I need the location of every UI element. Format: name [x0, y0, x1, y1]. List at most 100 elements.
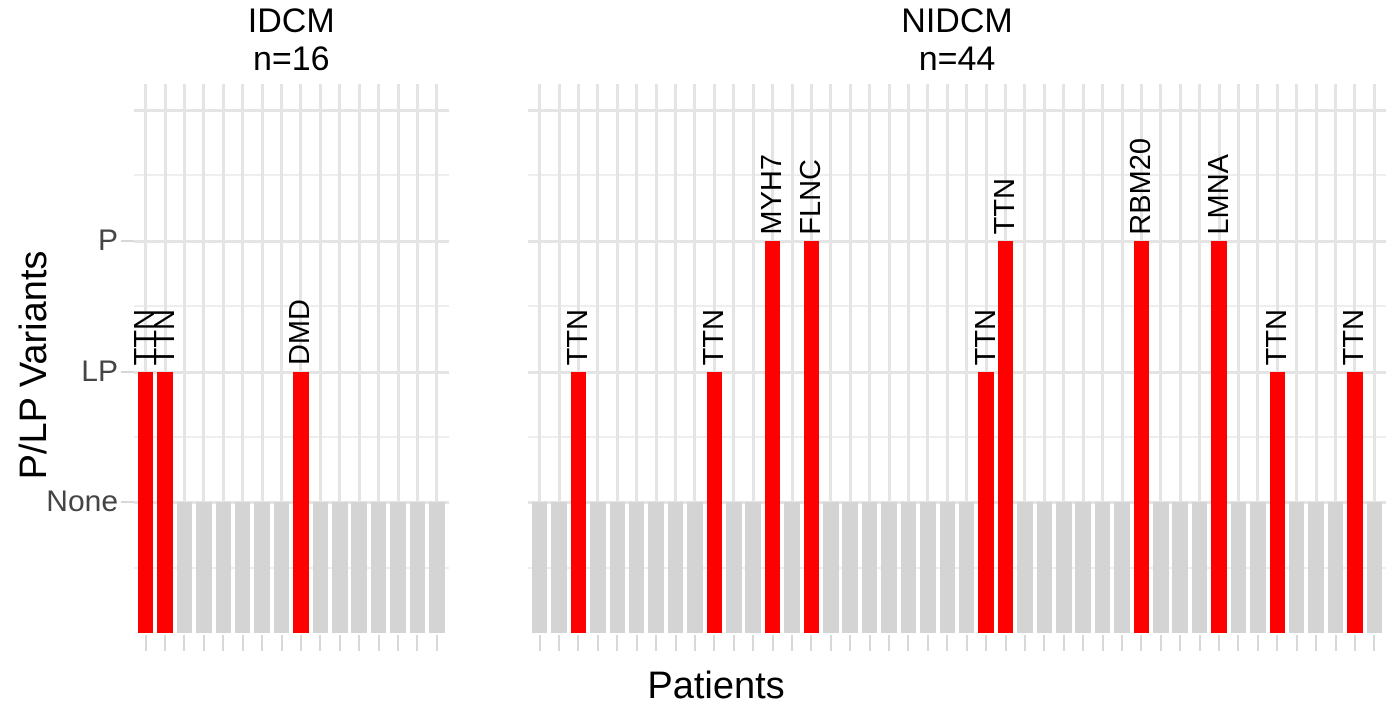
- bar-patient-variant: [1269, 371, 1286, 633]
- gridline-vertical: [906, 84, 910, 633]
- gridline-vertical: [615, 84, 619, 633]
- bar-patient-variant: [803, 240, 820, 633]
- bar-patient-variant: [978, 371, 994, 633]
- facet-title-nidcm: NIDCM n=44: [901, 2, 1012, 78]
- panel-nidcm: [528, 84, 1386, 633]
- bar-patient-none: [687, 502, 703, 633]
- bar-patient-none: [390, 502, 406, 633]
- gridline-vertical: [557, 84, 561, 633]
- bar-patient-none: [784, 502, 800, 633]
- bar-patient-variant: [157, 371, 173, 633]
- gridline-vertical: [732, 84, 736, 633]
- x-tick: [416, 635, 419, 651]
- y-tick: [121, 501, 134, 504]
- bar-patient-variant: [570, 371, 587, 633]
- gridline-minor: [134, 305, 449, 308]
- x-tick: [1082, 635, 1085, 651]
- bar-patient-none: [312, 502, 329, 633]
- gridline-vertical: [868, 84, 872, 633]
- gridline-vertical: [538, 84, 542, 633]
- gridline-major: [134, 370, 449, 374]
- x-tick: [1159, 635, 1162, 651]
- bar-patient-none: [273, 502, 290, 633]
- bar-patient-none: [1094, 502, 1111, 633]
- gridline-vertical: [1256, 84, 1260, 633]
- bar-patient-none: [1230, 502, 1247, 633]
- x-tick: [732, 635, 735, 651]
- bar-patient-variant: [1211, 240, 1227, 633]
- bar-patient-variant: [706, 371, 723, 633]
- bar-patient-variant: [137, 371, 154, 633]
- gridline-major: [134, 239, 449, 243]
- x-tick: [655, 635, 658, 651]
- gridline-vertical: [280, 84, 284, 633]
- gridline-major: [134, 501, 449, 505]
- gridline-vertical: [1353, 84, 1357, 633]
- x-tick: [985, 635, 988, 651]
- bar-patient-none: [531, 502, 548, 633]
- x-tick: [1353, 635, 1356, 651]
- bar-patient-none: [1172, 502, 1188, 633]
- bar-patient-none: [958, 502, 975, 633]
- x-tick: [1315, 635, 1318, 651]
- x-tick: [596, 635, 599, 651]
- gridline-vertical: [1334, 84, 1338, 633]
- x-tick: [868, 635, 871, 651]
- x-tick: [1062, 635, 1065, 651]
- x-tick: [1101, 635, 1104, 651]
- gene-label: RBM20: [1124, 138, 1157, 235]
- x-tick: [829, 635, 832, 651]
- gridline-vertical: [182, 84, 186, 633]
- gridline-vertical: [377, 84, 381, 633]
- bar-patient-none: [1366, 502, 1383, 633]
- gene-label: TTN: [969, 309, 1002, 366]
- x-axis-title: Patients: [647, 665, 785, 707]
- x-tick: [674, 635, 677, 651]
- x-tick: [907, 635, 910, 651]
- bar-patient-none: [628, 502, 645, 633]
- gridline-vertical: [576, 84, 580, 633]
- x-tick: [299, 635, 302, 651]
- gridline-vertical: [299, 84, 303, 633]
- bar-patient-none: [861, 502, 878, 633]
- gene-label: MYH7: [756, 154, 789, 235]
- x-tick: [693, 635, 696, 651]
- facet-subtitle-text: n=44: [918, 40, 996, 78]
- x-tick: [1256, 635, 1259, 651]
- bar-patient-none: [351, 502, 367, 633]
- x-tick: [280, 635, 283, 651]
- x-tick: [810, 635, 813, 651]
- gene-label: LMNA: [1202, 154, 1235, 235]
- x-tick: [791, 635, 793, 651]
- bar-patient-none: [1114, 502, 1130, 633]
- gridline-minor: [134, 566, 449, 569]
- gridline-minor: [528, 174, 1386, 177]
- gridline-vertical: [1372, 84, 1376, 633]
- gridline-vertical: [1042, 84, 1046, 633]
- x-tick: [965, 635, 968, 651]
- x-tick: [577, 635, 580, 651]
- gridline-vertical: [338, 84, 342, 633]
- bar-patient-variant: [764, 240, 781, 633]
- x-tick: [888, 635, 891, 651]
- x-tick: [558, 635, 561, 651]
- facet-title-idcm: IDCM n=16: [248, 2, 335, 78]
- x-tick: [1237, 635, 1240, 651]
- y-tick: [121, 370, 134, 373]
- bar-patient-none: [1153, 502, 1169, 633]
- x-tick: [946, 635, 949, 651]
- gridline-vertical: [887, 84, 891, 633]
- bar-patient-none: [842, 502, 858, 633]
- gene-label: TTN: [148, 309, 181, 366]
- bar-patient-none: [370, 502, 387, 633]
- x-tick: [164, 635, 167, 651]
- gridline-vertical: [1081, 84, 1085, 633]
- bar-patient-none: [1250, 502, 1266, 633]
- gridline-vertical: [144, 84, 148, 633]
- gridline-vertical: [635, 84, 639, 633]
- gridline-major: [528, 109, 1386, 112]
- bar-patient-none: [254, 502, 270, 633]
- x-tick: [202, 635, 205, 651]
- x-tick: [241, 635, 244, 651]
